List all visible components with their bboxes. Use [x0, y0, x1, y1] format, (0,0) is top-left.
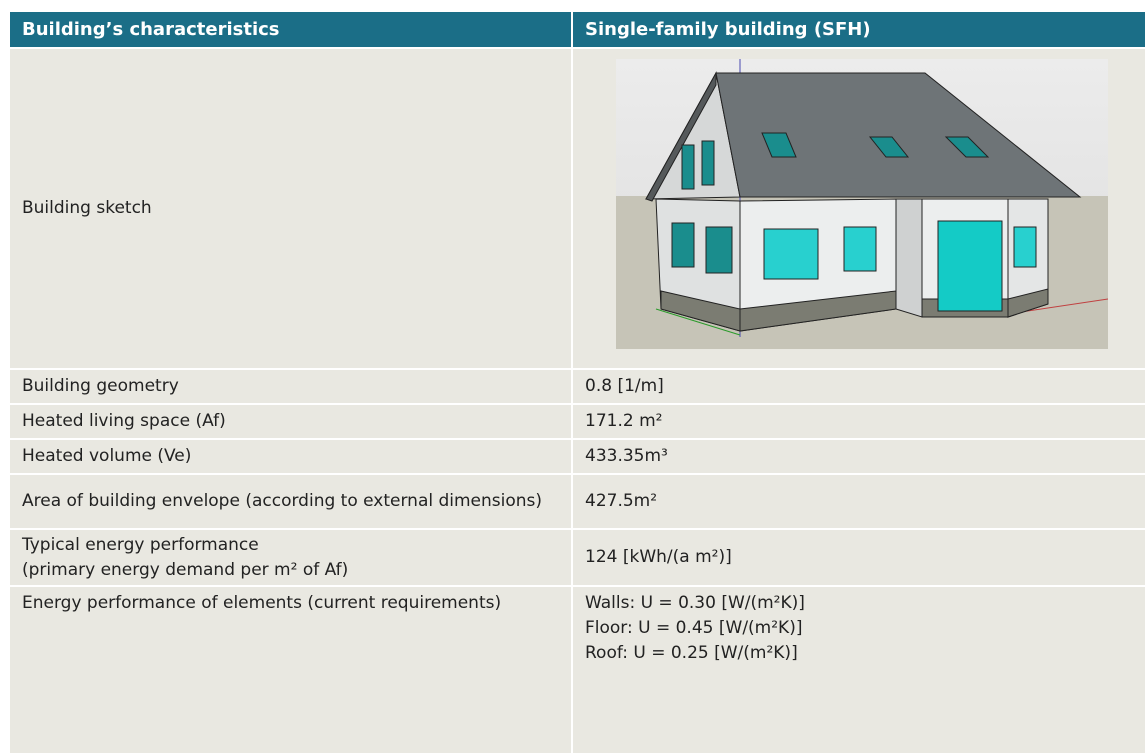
cell-text: 124 [kWh/(a m²)] — [585, 547, 732, 567]
cell-text: Single-family building (SFH) — [585, 19, 871, 40]
cell-text: Building geometry — [22, 376, 179, 396]
cell-text: Building sketch — [22, 198, 152, 218]
label-cell: Building geometry — [10, 370, 573, 403]
cell-text: Heated living space (Af) — [22, 411, 226, 431]
cell-text: Heated volume (Ve) — [22, 446, 192, 466]
cell-text: 0.8 [1/m] — [585, 376, 664, 396]
cell-text: 171.2 m² — [585, 411, 663, 431]
header-row: Building’s characteristics Single-family … — [10, 12, 1145, 49]
table-row: Area of building envelope (according to … — [10, 475, 1145, 530]
header-cell: Single-family building (SFH) — [573, 12, 1145, 47]
value-cell: 433.35m³ — [573, 440, 1145, 473]
table-row: Energy performance of elements (current … — [10, 587, 1145, 753]
cell-text: Walls: U = 0.30 [W/(m²K)] — [585, 593, 805, 613]
cell-text: Energy performance of elements (current … — [22, 593, 502, 613]
label-cell: Heated volume (Ve) — [10, 440, 573, 473]
table-row: Typical energy performance (primary energ… — [10, 530, 1145, 587]
table-row: Heated living space (Af) 171.2 m² — [10, 405, 1145, 440]
label-cell: Building sketch — [10, 49, 573, 368]
cell-text: 433.35m³ — [585, 446, 668, 466]
cell-text: Area of building envelope (according to … — [22, 491, 543, 511]
value-cell: 0.8 [1/m] — [573, 370, 1145, 403]
table-row: Heated volume (Ve) 433.35m³ — [10, 440, 1145, 475]
cell-text: Floor: U = 0.45 [W/(m²K)] — [585, 618, 803, 638]
label-cell: Area of building envelope (according to … — [10, 475, 573, 528]
cell-text: Building’s characteristics — [22, 19, 280, 40]
cell-text: 427.5m² — [585, 491, 658, 511]
value-cell: Walls: U = 0.30 [W/(m²K)] Floor: U = 0.45… — [573, 587, 1145, 753]
header-cell: Building’s characteristics — [10, 12, 573, 47]
cell-text: Roof: U = 0.25 [W/(m²K)] — [585, 643, 798, 663]
building-sketch — [616, 59, 1108, 349]
value-cell: 171.2 m² — [573, 405, 1145, 438]
cell-text: Typical energy performance — [22, 534, 259, 555]
table-row: Building geometry 0.8 [1/m] — [10, 370, 1145, 405]
cell-text: (primary energy demand per m² of Af) — [22, 559, 349, 580]
label-cell: Heated living space (Af) — [10, 405, 573, 438]
value-cell: 427.5m² — [573, 475, 1145, 528]
label-cell: Typical energy performance (primary energ… — [10, 530, 573, 585]
label-cell: Energy performance of elements (current … — [10, 587, 573, 753]
value-cell: 124 [kWh/(a m²)] — [573, 530, 1145, 585]
